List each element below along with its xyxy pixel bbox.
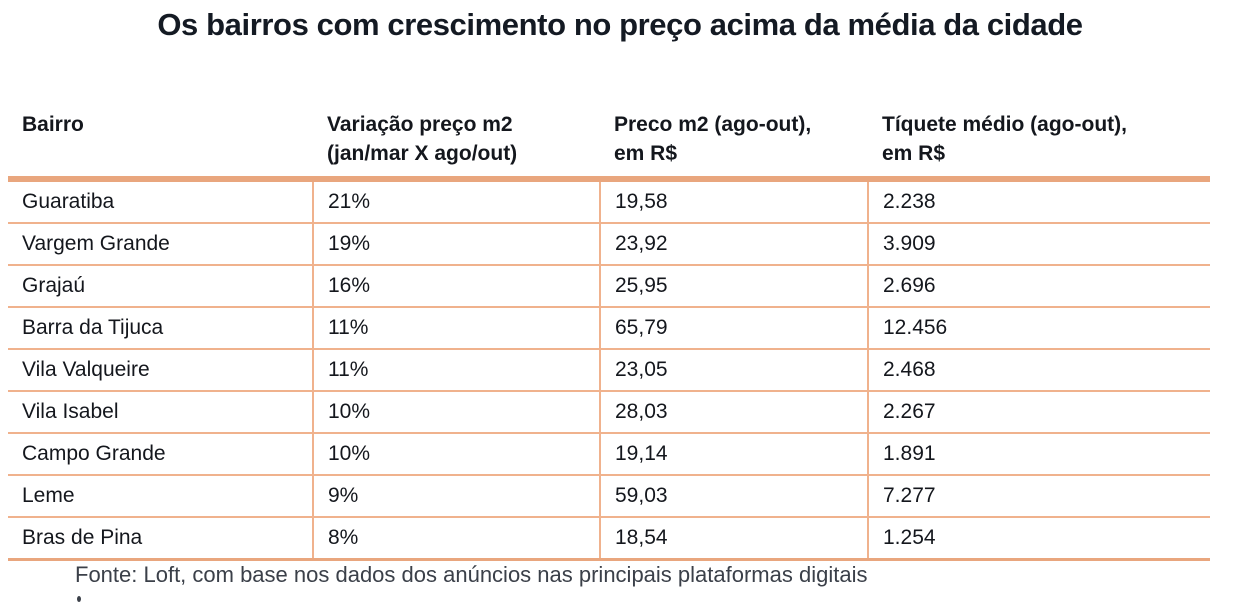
cell-bairro: Leme xyxy=(8,475,313,518)
cell-bairro: Vargem Grande xyxy=(8,223,313,266)
col-header-line: (jan/mar X ago/out) xyxy=(327,142,518,165)
col-header-preco-m2: Preco m2 (ago-out), em R$ xyxy=(600,104,868,182)
cell-bairro: Campo Grande xyxy=(8,433,313,476)
table-row: Vila Isabel 10% 28,03 2.267 xyxy=(8,391,1210,434)
cell-preco-m2: 65,79 xyxy=(599,307,868,350)
cell-preco-m2: 59,03 xyxy=(599,475,868,518)
table-row: Leme 9% 59,03 7.277 xyxy=(8,475,1210,518)
cell-tiquete: 7.277 xyxy=(867,475,1210,518)
cell-tiquete: 2.238 xyxy=(867,179,1210,224)
cell-variacao: 11% xyxy=(312,307,600,350)
cell-bairro: Guaratiba xyxy=(8,179,313,224)
table-row: Bras de Pina 8% 18,54 1.254 xyxy=(8,517,1210,561)
cell-preco-m2: 28,03 xyxy=(599,391,868,434)
cell-bairro: Grajaú xyxy=(8,265,313,308)
cell-bairro: Vila Isabel xyxy=(8,391,313,434)
cell-variacao: 16% xyxy=(312,265,600,308)
cell-variacao: 11% xyxy=(312,349,600,392)
col-header-bairro: Bairro xyxy=(8,104,313,182)
col-header-tiquete: Tíquete médio (ago-out), em R$ xyxy=(868,104,1210,182)
cell-tiquete: 12.456 xyxy=(867,307,1210,350)
cell-bairro: Barra da Tijuca xyxy=(8,307,313,350)
col-header-line: Preco m2 (ago-out), xyxy=(614,113,812,136)
cell-preco-m2: 19,14 xyxy=(599,433,868,476)
cell-tiquete: 1.891 xyxy=(867,433,1210,476)
table-row: Vargem Grande 19% 23,92 3.909 xyxy=(8,223,1210,266)
cell-preco-m2: 18,54 xyxy=(599,517,868,561)
col-header-line: Variação preço m2 xyxy=(327,113,513,136)
table-row: Grajaú 16% 25,95 2.696 xyxy=(8,265,1210,308)
table-row: Guaratiba 21% 19,58 2.238 xyxy=(8,179,1210,224)
cell-variacao: 21% xyxy=(312,179,600,224)
col-header-line: em R$ xyxy=(614,142,678,165)
cell-tiquete: 2.696 xyxy=(867,265,1210,308)
bairros-table: Bairro Variação preço m2 (jan/mar X ago/… xyxy=(8,104,1210,561)
table-row: Campo Grande 10% 19,14 1.891 xyxy=(8,433,1210,476)
table-row: Barra da Tijuca 11% 65,79 12.456 xyxy=(8,307,1210,350)
cell-variacao: 19% xyxy=(312,223,600,266)
cell-variacao: 10% xyxy=(312,433,600,476)
col-header-line: Tíquete médio (ago-out), xyxy=(882,113,1127,136)
cell-variacao: 8% xyxy=(312,517,600,561)
cell-preco-m2: 19,58 xyxy=(599,179,868,224)
cell-preco-m2: 23,92 xyxy=(599,223,868,266)
table-header-row: Bairro Variação preço m2 (jan/mar X ago/… xyxy=(8,104,1210,182)
cutoff-text-fragment xyxy=(77,596,81,602)
cell-tiquete: 2.267 xyxy=(867,391,1210,434)
cell-bairro: Vila Valqueire xyxy=(8,349,313,392)
cell-variacao: 9% xyxy=(312,475,600,518)
cell-tiquete: 2.468 xyxy=(867,349,1210,392)
col-header-variacao: Variação preço m2 (jan/mar X ago/out) xyxy=(313,104,600,182)
cell-tiquete: 1.254 xyxy=(867,517,1210,561)
cell-tiquete: 3.909 xyxy=(867,223,1210,266)
col-header-line: em R$ xyxy=(882,142,946,165)
col-header-line: Bairro xyxy=(22,113,84,136)
page-title: Os bairros com crescimento no preço acim… xyxy=(157,7,1083,42)
cell-preco-m2: 25,95 xyxy=(599,265,868,308)
cell-variacao: 10% xyxy=(312,391,600,434)
source-note: Fonte: Loft, com base nos dados dos anún… xyxy=(75,562,868,587)
cell-preco-m2: 23,05 xyxy=(599,349,868,392)
cell-bairro: Bras de Pina xyxy=(8,517,313,561)
table-row: Vila Valqueire 11% 23,05 2.468 xyxy=(8,349,1210,392)
